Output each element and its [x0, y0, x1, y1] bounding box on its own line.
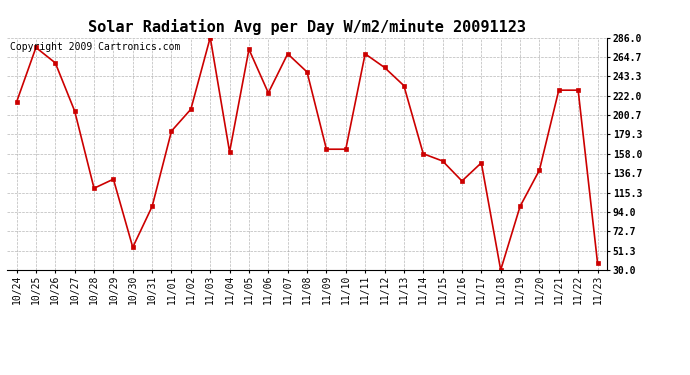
Text: Copyright 2009 Cartronics.com: Copyright 2009 Cartronics.com	[10, 42, 180, 52]
Title: Solar Radiation Avg per Day W/m2/minute 20091123: Solar Radiation Avg per Day W/m2/minute …	[88, 19, 526, 35]
